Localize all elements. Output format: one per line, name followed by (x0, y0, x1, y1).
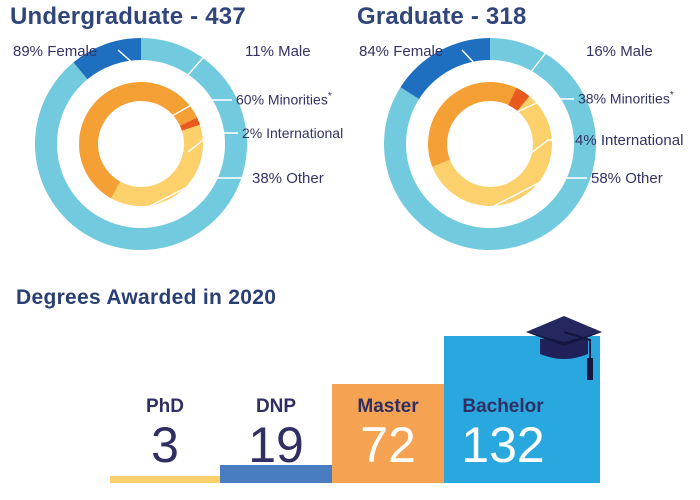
undergrad-minorities-slice (78, 81, 198, 199)
master-label: Master (357, 396, 419, 417)
donut-charts (34, 38, 597, 251)
graduate-minorities-label: 38% Minorities* (578, 90, 674, 107)
graduate-minorities-slice (427, 81, 517, 167)
graduate-international-slice (508, 87, 530, 111)
master-degree: Master 72 (334, 397, 442, 470)
graduate-female-leader (461, 49, 491, 81)
undergrad-minorities-label: 60% Minorities* (236, 91, 332, 108)
phd-label: PhD (146, 396, 184, 417)
dnp-label: DNP (255, 396, 297, 417)
graduate-international-leader (529, 139, 571, 155)
undergrad-other-label: 38% Other (252, 170, 324, 187)
graduate-male-label: 16% Male (586, 43, 653, 60)
undergrad-male-leader (177, 49, 242, 87)
graduate-minorities-leader (499, 98, 574, 121)
undergrad-international-label: 2% International (242, 125, 344, 141)
undergraduate-title: Undergraduate - 437 (10, 3, 246, 30)
master-value: 72 (360, 417, 416, 473)
undergrad-other-slice (111, 124, 203, 206)
dnp-value: 19 (248, 417, 304, 473)
undergrad-international-leader (187, 132, 238, 153)
undergrad-minorities-leader (164, 99, 232, 121)
graduate-international-label: 4% International (575, 132, 684, 149)
dnp-degree: DNP 19 (228, 397, 324, 470)
undergrad-international-slice (179, 117, 200, 131)
graduation-cap-icon (526, 316, 602, 380)
graduate-female-label: 84% Female (359, 43, 444, 60)
graduate-other-leader (493, 177, 587, 207)
undergrad-female-label: 89% Female (13, 43, 98, 60)
phd-bar (110, 476, 220, 483)
graduate-male-slice (400, 38, 490, 99)
bachelor-bar (444, 336, 600, 483)
bachelor-label: Bachelor (462, 396, 544, 417)
undergrad-male-slice (73, 38, 141, 80)
master-bar (332, 384, 444, 483)
graduate-other-label: 58% Other (591, 170, 663, 187)
undergrad-other-leader (149, 177, 248, 207)
graduate-title: Graduate - 318 (357, 3, 527, 30)
graduate-other-slice (432, 96, 552, 207)
dnp-bar (220, 465, 332, 483)
bachelor-value: 132 (461, 417, 545, 473)
graduate-male-leader (519, 49, 582, 87)
phd-degree: PhD 3 (118, 397, 212, 470)
bachelor-degree: Bachelor 132 (446, 397, 560, 470)
degrees-title: Degrees Awarded in 2020 (16, 286, 277, 309)
phd-value: 3 (151, 417, 179, 473)
undergrad-male-label: 11% Male (245, 43, 311, 60)
undergrad-female-leader (117, 49, 153, 81)
